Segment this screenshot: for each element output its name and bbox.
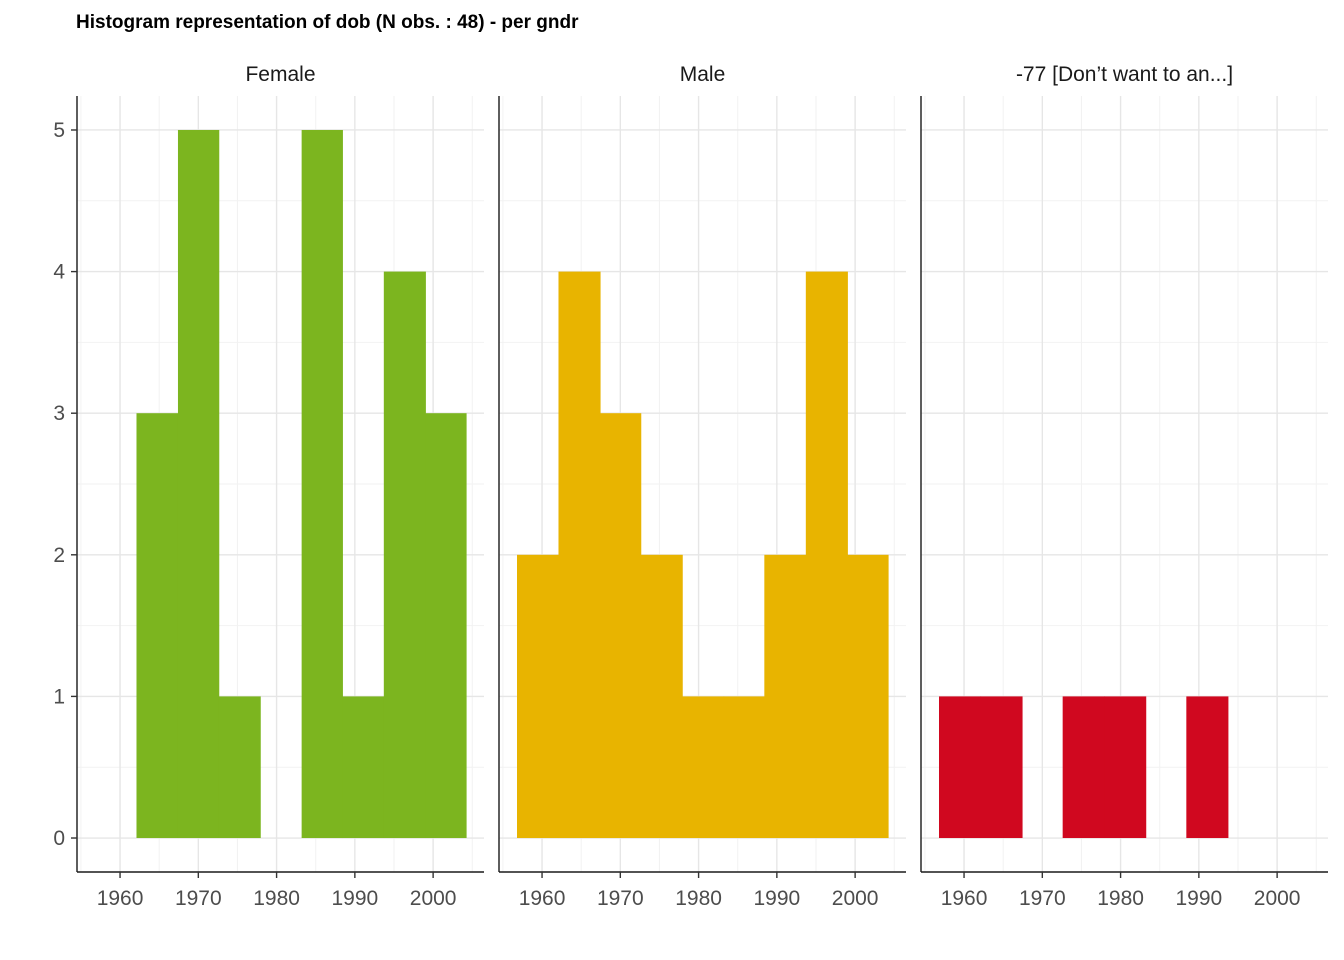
- histogram-bar: [218, 696, 261, 839]
- x-tick-label: 1960: [97, 887, 144, 910]
- x-tick-label: 2000: [1254, 887, 1301, 910]
- histogram-bar: [939, 696, 982, 839]
- histogram-bar: [136, 413, 179, 839]
- histogram-bar: [764, 554, 807, 839]
- x-tick-label: 1960: [941, 887, 988, 910]
- histogram-bar: [1104, 696, 1147, 839]
- histogram-bar: [342, 696, 385, 839]
- x-tick-label: 1990: [331, 887, 378, 910]
- x-tick-label: 2000: [832, 887, 879, 910]
- chart-title: Histogram representation of dob (N obs. …: [76, 12, 579, 33]
- histogram-bar: [425, 413, 467, 839]
- facet-strip-label: Male: [680, 63, 726, 86]
- histogram-bar: [1062, 696, 1105, 839]
- y-tick-label: 1: [53, 685, 65, 708]
- x-tick-label: 1990: [753, 887, 800, 910]
- facet-strip-label: Female: [245, 63, 315, 86]
- y-tick-label: 5: [53, 119, 65, 142]
- x-tick-label: 2000: [410, 887, 457, 910]
- y-tick-label: 2: [53, 544, 65, 567]
- histogram-bar: [599, 413, 642, 839]
- histogram-bar: [301, 129, 343, 839]
- histogram-bar: [723, 696, 765, 839]
- y-tick-label: 3: [53, 402, 65, 425]
- histogram-bar: [640, 554, 683, 839]
- histogram-bar: [558, 271, 601, 839]
- x-tick-label: 1970: [597, 887, 644, 910]
- x-tick-label: 1970: [1019, 887, 1066, 910]
- histogram-bar: [847, 554, 889, 839]
- histogram-bar: [517, 554, 560, 839]
- x-tick-label: 1970: [175, 887, 222, 910]
- histogram-bar: [177, 129, 220, 839]
- x-tick-label: 1980: [675, 887, 722, 910]
- y-tick-label: 4: [53, 261, 65, 284]
- facet-strip-label: -77 [Don’t want to an...]: [1016, 63, 1233, 86]
- histogram-bar: [682, 696, 725, 839]
- x-tick-label: 1980: [1097, 887, 1144, 910]
- histogram-bar: [1186, 696, 1229, 839]
- x-tick-label: 1960: [519, 887, 566, 910]
- y-tick-label: 0: [53, 827, 65, 850]
- x-tick-label: 1990: [1175, 887, 1222, 910]
- histogram-bar: [980, 696, 1023, 839]
- x-tick-label: 1980: [253, 887, 300, 910]
- histogram-bar: [383, 271, 426, 839]
- histogram-bar: [805, 271, 848, 839]
